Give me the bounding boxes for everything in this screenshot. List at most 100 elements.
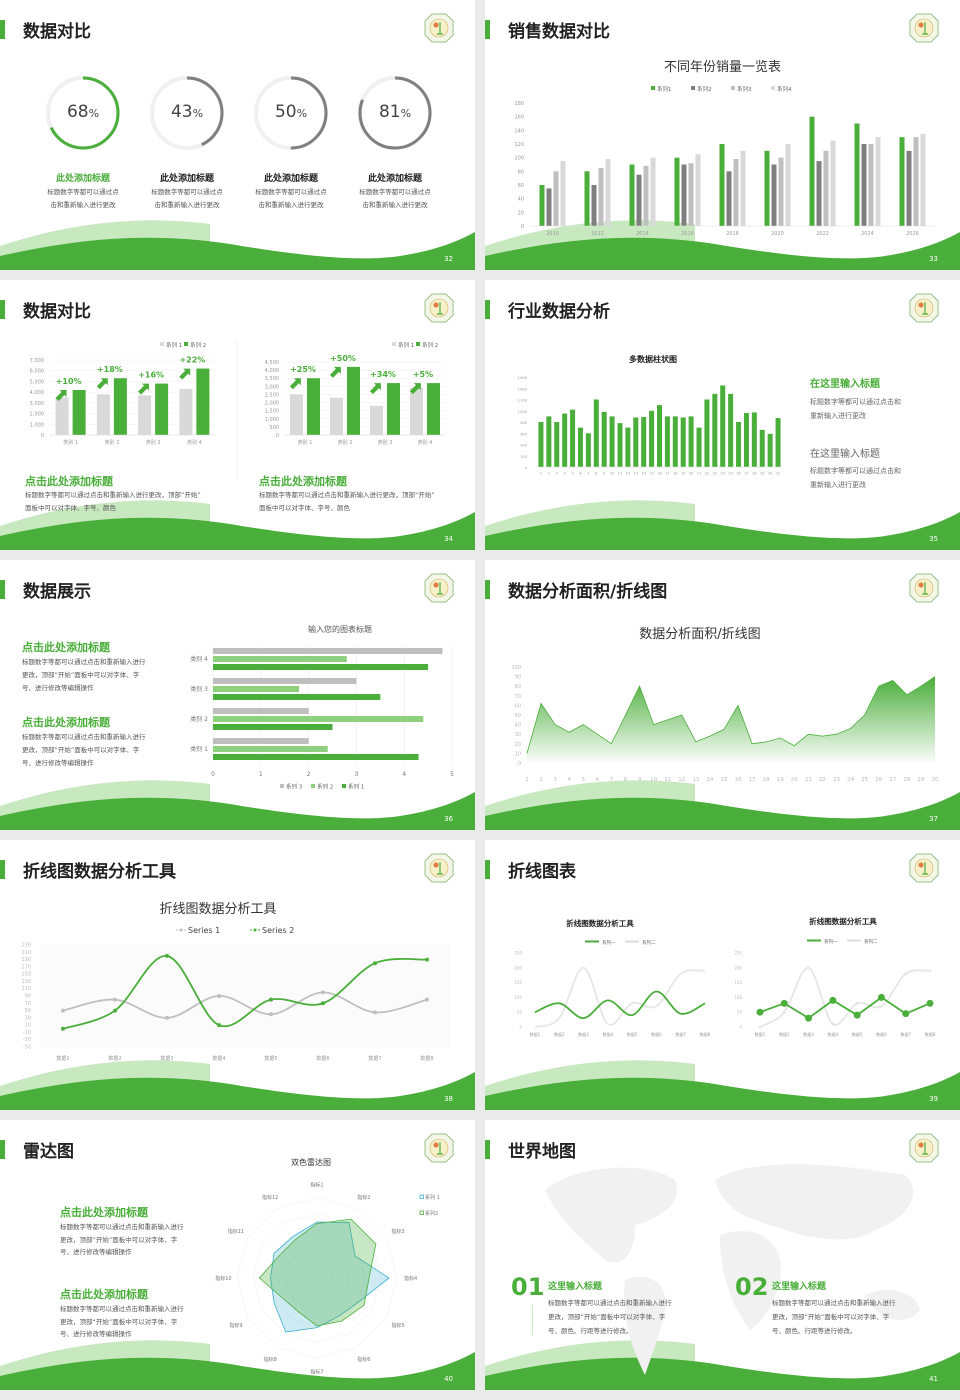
wave-green	[485, 1352, 960, 1390]
logo-mark	[433, 582, 439, 588]
page-number: 34	[444, 535, 453, 543]
bar	[213, 754, 419, 760]
slide-39[interactable]: 0 50 100 150 200 250 数据1 数据2 数据3 数据4 数据5 数据6 数据7 数据8 系…	[485, 840, 960, 1110]
y-tick-label: 4,000	[265, 368, 279, 374]
bar	[759, 429, 765, 467]
y-tick-label: 100	[514, 995, 522, 1000]
slide-32[interactable]: 数据对比 68% 此处添加标题 标题数字等都可以通过点 击和重新输入进行更改 43% 此处…	[0, 0, 475, 270]
slide-37[interactable]: 0 10 20 30 40 50 60 70 80 90 100 1 2 3 4 5 6 7 8 9 10 11 12 13 1…	[485, 560, 960, 830]
x-tick-label: 数据6	[876, 1031, 887, 1037]
x-tick-label: 0	[211, 771, 215, 778]
slide-38[interactable]: -50 -30 -10 10 30 50 70 90 110 130 150 170 190 210 230…	[0, 840, 475, 1110]
bar	[213, 724, 333, 730]
bar	[726, 171, 732, 226]
bar	[854, 123, 860, 226]
series-line	[534, 966, 706, 1028]
series-line	[759, 966, 931, 1028]
legend-swatch	[691, 86, 695, 90]
bar	[767, 433, 773, 467]
legend-swatch	[160, 342, 164, 346]
series-line	[534, 990, 706, 1020]
block-text: 标题数字等都可以通过点击和 重新输入进行更改	[810, 398, 901, 420]
bar	[823, 150, 829, 226]
growth-label: +5%	[413, 370, 433, 379]
legend-label: 系列 3	[286, 783, 303, 791]
x-tick-label: 24	[847, 777, 854, 783]
page-number: 33	[929, 255, 938, 263]
legend-marker	[179, 928, 183, 932]
y-tick-label: 180	[514, 101, 524, 107]
bar	[96, 394, 110, 435]
x-tick-label: 16	[735, 777, 742, 783]
block-text: 标题数字等都可以通过点击和重新输入进行更改，顶部“开始”面板中可以对字体、字号、…	[60, 1305, 184, 1338]
slide-35[interactable]: 0 200 400 600 800 1,000 1,200 1,400 1,600 1 2 3 4 5 6 7…	[485, 280, 960, 550]
wave-green	[0, 232, 475, 270]
data-point	[855, 1001, 859, 1005]
bar	[593, 399, 599, 467]
bar	[617, 423, 623, 467]
bar	[347, 366, 360, 435]
bar	[546, 188, 552, 226]
item-number: 02	[735, 1273, 769, 1301]
slide-40[interactable]: 指标1 指标2 指标3 指标4 指标5 指标6 指标7 指标8 指标9 指标10 指标11 指标12 系…	[0, 1120, 475, 1390]
x-tick-label: 2012	[591, 231, 604, 237]
bar	[387, 383, 400, 435]
y-tick-label: 250	[734, 951, 742, 956]
block-heading: 点击此处添加标题	[25, 475, 113, 488]
x-tick-label: 数据1	[56, 1055, 69, 1062]
x-tick-label: 类别 2	[104, 439, 119, 446]
slide-graphics	[0, 13, 475, 270]
logo-mark	[433, 302, 439, 308]
bar	[720, 385, 726, 467]
growth-label: +16%	[138, 371, 164, 380]
legend-swatch	[311, 784, 315, 788]
y-tick-label: 1,000	[30, 422, 44, 428]
title-accent-bar	[0, 860, 5, 879]
ring-progress	[46, 76, 120, 150]
y-tick-label: 5,000	[30, 379, 44, 385]
slide-33[interactable]: 0 20 40 60 80 100 120 140 160 180 2010 2012 2014 2016…	[485, 0, 960, 270]
logo-mark	[437, 862, 443, 875]
x-tick-label: 14	[641, 472, 646, 476]
data-point	[758, 1025, 762, 1029]
slide-34[interactable]: 0 1,000 2,000 3,000 4,000 5,000 6,000 7,000 类别 1…	[0, 280, 475, 550]
x-tick-label: 11	[664, 777, 671, 783]
slide-title: 数据对比	[23, 302, 91, 322]
y-tick-label: 40	[518, 197, 524, 203]
school-logo-icon	[424, 853, 454, 883]
axis-label: 指标5	[391, 1322, 404, 1329]
sales-bar-chart: 0 20 40 60 80 100 120 140 160 180 2010 2012 2014 2016…	[485, 13, 960, 270]
x-tick-label: 28	[752, 472, 756, 476]
block-text: 标题数字等都可以通过点击和重新输入进行更改，顶部“开始”面板中可以对字体、字号、…	[259, 491, 435, 512]
category-label: 类别 1	[190, 745, 208, 753]
x-tick-label: 29	[917, 777, 924, 783]
slide-36[interactable]: 0 1 2 3 4 5 类别 1 类别 2 类别 3 类别 4 系列 3 系列 2 系列 1 数据展示 …	[0, 560, 475, 830]
series-line	[62, 991, 428, 1019]
y-tick-label: 100	[514, 156, 524, 162]
axis-label: 指标6	[357, 1356, 370, 1363]
y-tick-label: 170	[21, 964, 31, 970]
block-heading: 点击此处添加标题	[259, 475, 347, 488]
data-point	[321, 990, 325, 995]
school-logo-icon	[424, 293, 454, 323]
bar	[899, 137, 905, 226]
data-point	[269, 997, 273, 1002]
bar	[609, 416, 615, 467]
page-number: 32	[444, 255, 453, 263]
ring-heading: 此处添加标题	[367, 174, 422, 184]
y-tick-label: 70	[515, 694, 521, 700]
x-tick-label: 11	[618, 472, 622, 476]
x-tick-label: 2	[548, 472, 550, 476]
bar	[213, 716, 424, 722]
slide-41[interactable]: 世界地图 01 这里输入标题 标题数字等都可以通过点击和重新输入进行 更改，顶部“…	[485, 1120, 960, 1390]
y-tick-label: 20	[518, 210, 524, 216]
bar	[370, 405, 383, 435]
legend-label: 系列 1	[348, 783, 364, 791]
x-tick-label: 数据8	[925, 1031, 936, 1037]
growth-arrow-icon	[289, 378, 301, 390]
title-accent-bar	[485, 1140, 490, 1159]
x-tick-label: 数据2	[779, 1031, 790, 1037]
page-number: 40	[444, 1375, 453, 1383]
y-tick-label: 1,000	[517, 410, 527, 414]
